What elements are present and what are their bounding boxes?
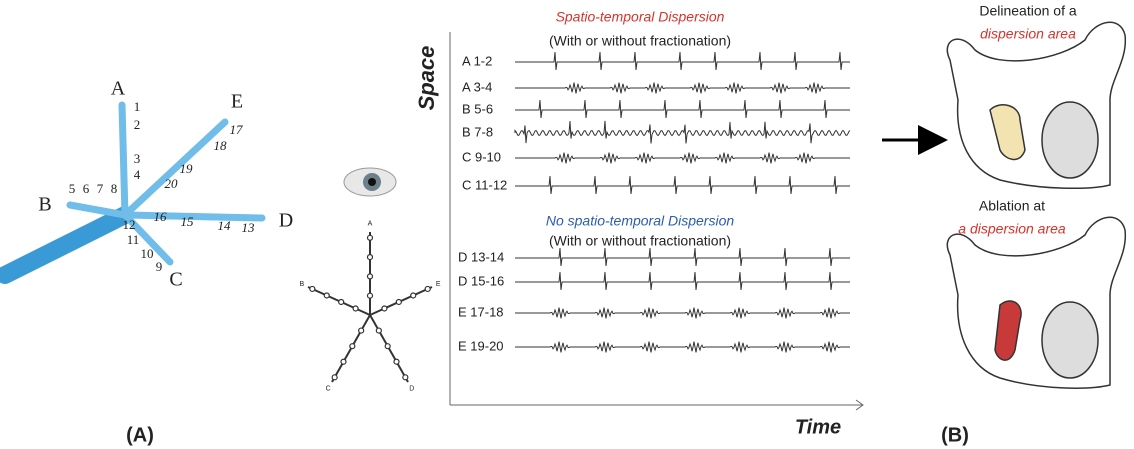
catheter xyxy=(0,101,266,284)
mini-electrode xyxy=(381,305,388,312)
group-subtitle: (With or without fractionation) xyxy=(549,33,731,49)
electrode-number: 1 xyxy=(134,99,141,114)
mini-electrode xyxy=(309,285,316,293)
group-subtitle: (With or without fractionation) xyxy=(549,233,731,249)
trace xyxy=(515,247,850,267)
heart-bottom xyxy=(946,216,1127,389)
trace xyxy=(515,99,850,119)
electrode-number: 4 xyxy=(134,167,141,182)
group-title: Spatio-temporal Dispersion xyxy=(556,9,725,25)
spline-letter: D xyxy=(279,210,293,232)
electrode-number: 7 xyxy=(97,181,104,196)
mini-electrode xyxy=(358,327,365,334)
electrode-number: 19 xyxy=(180,161,194,176)
mini-letter: D xyxy=(409,386,414,393)
mini-electrode xyxy=(366,292,374,299)
mini-star: A B C D E xyxy=(299,221,440,393)
mini-electrode xyxy=(375,327,382,334)
electrode-number: 5 xyxy=(69,181,76,196)
channel-label: D 13-14 xyxy=(458,249,504,264)
electrode-number: 2 xyxy=(134,117,141,132)
mini-electrode xyxy=(352,305,359,312)
mini-letter: B xyxy=(299,281,304,288)
mini-electrode xyxy=(323,292,330,299)
spline-letter: C xyxy=(169,269,182,291)
traces: A 1-2 A 3-4 B 5-6 B 7-8 C 9-10 C 11-12 D 13-14… xyxy=(458,51,851,353)
mini-electrode xyxy=(331,374,338,381)
mini-electrode xyxy=(410,292,417,299)
mini-electrode xyxy=(424,285,431,293)
mini-letter: C xyxy=(326,386,331,393)
group-title: No spatio-temporal Dispersion xyxy=(546,213,735,229)
axis-label: Space xyxy=(414,46,439,111)
electrode-number: 18 xyxy=(214,138,228,153)
electrode-number: 3 xyxy=(134,151,141,166)
channel-label: C 11-12 xyxy=(462,177,507,192)
mini-electrode xyxy=(340,358,347,365)
axis-arrow xyxy=(855,399,864,411)
caption: dispersion area xyxy=(980,26,1076,42)
mini-electrode xyxy=(395,298,402,306)
channel-label: B 5-6 xyxy=(462,101,493,116)
mini-electrode xyxy=(349,343,356,350)
eye-icon xyxy=(343,167,397,197)
mini-electrode xyxy=(384,343,391,350)
trace xyxy=(515,307,850,319)
mini-letter: A xyxy=(368,221,373,228)
mini-electrode xyxy=(366,273,374,280)
trace xyxy=(515,152,850,164)
electrode-number: 13 xyxy=(242,220,256,235)
mini-electrode xyxy=(366,234,374,241)
electrode-number: 11 xyxy=(127,232,140,247)
caption: a dispersion area xyxy=(958,221,1066,237)
heart-top xyxy=(946,21,1127,189)
spline-letter: B xyxy=(38,194,51,216)
trace xyxy=(515,271,850,291)
channel-label: A 1-2 xyxy=(462,53,492,68)
electrode-number: 20 xyxy=(165,176,179,191)
trace xyxy=(515,51,850,71)
electrode-number: 16 xyxy=(154,209,168,224)
channel-label: A 3-4 xyxy=(462,79,492,94)
spline-letter: E xyxy=(231,91,243,113)
mini-electrode xyxy=(393,358,400,365)
panel-label: (A) xyxy=(126,424,154,446)
trace xyxy=(515,341,850,353)
axis-label: Time xyxy=(795,416,841,438)
electrode-number: 6 xyxy=(83,181,90,196)
mini-electrode xyxy=(338,298,345,306)
channel-label: B 7-8 xyxy=(462,124,493,139)
mini-electrode xyxy=(366,253,374,261)
trace xyxy=(514,120,851,144)
trace xyxy=(515,175,850,195)
mini-electrode xyxy=(402,374,409,381)
channel-label: E 17-18 xyxy=(458,304,504,319)
electrode-number: 10 xyxy=(141,246,154,261)
caption: Ablation at xyxy=(979,198,1045,214)
electrode-number: 17 xyxy=(230,122,244,137)
channel-label: E 19-20 xyxy=(458,338,504,353)
electrode-number: 15 xyxy=(181,214,195,229)
panel-label: (B) xyxy=(941,424,969,446)
spline-letter: A xyxy=(111,78,126,100)
caption: Delineation of a xyxy=(979,3,1077,19)
electrode-number: 14 xyxy=(218,218,232,233)
electrode-number: 9 xyxy=(156,259,163,274)
electrode-number: 12 xyxy=(123,217,136,232)
mini-letter: E xyxy=(436,281,441,288)
trace xyxy=(515,82,850,94)
channel-label: D 15-16 xyxy=(458,273,504,288)
electrode-number: 8 xyxy=(111,181,118,196)
channel-label: C 9-10 xyxy=(462,149,501,164)
